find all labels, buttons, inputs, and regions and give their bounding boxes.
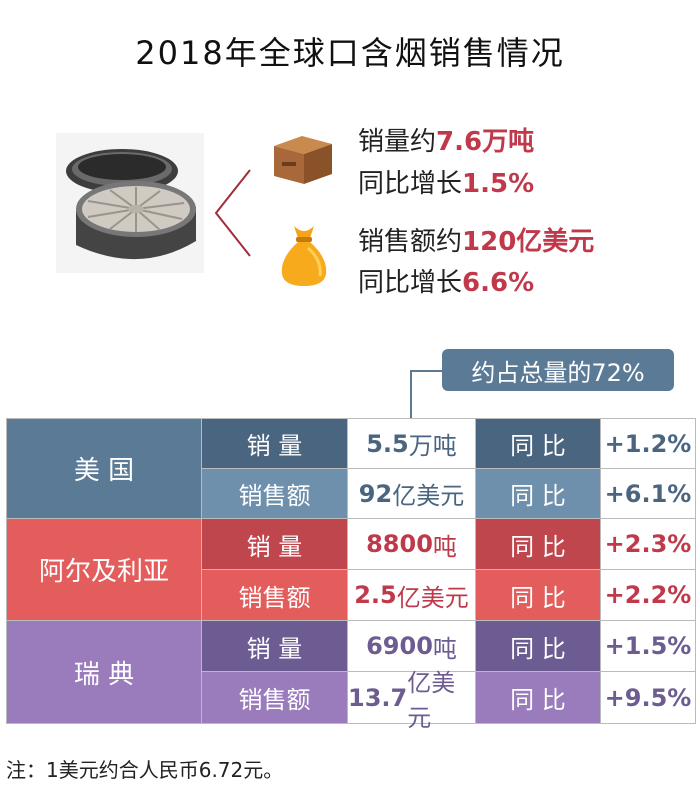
volume-growth-value: 1.5% — [462, 169, 535, 199]
usa-sales-yoy: +6.1% — [601, 469, 695, 518]
algeria-sales-value: 2.5 亿美元 — [348, 570, 475, 620]
sales-growth-label: 同比增长 — [358, 268, 463, 298]
country-table: 美 国 销 量 5.5 万吨 同 比 +1.2% 销售额 92 亿美元 同 比 +6… — [6, 418, 696, 732]
footnote: 注：1美元约合人民币6.72元。 — [6, 758, 284, 782]
algeria-volume-label: 销 量 — [202, 519, 347, 569]
volume-value: 7.6万吨 — [436, 127, 535, 157]
algeria-sales-label: 销售额 — [202, 570, 347, 620]
bracket-divider — [214, 169, 251, 257]
cardboard-box-icon — [274, 136, 332, 184]
usa-sales-value: 92 亿美元 — [348, 469, 475, 518]
country-algeria: 阿尔及利亚 — [7, 519, 201, 620]
sweden-volume-yoy-label: 同 比 — [476, 621, 600, 671]
sales-growth-value: 6.6% — [462, 268, 535, 298]
sweden-sales-value: 13.7 亿美元 — [348, 669, 475, 732]
usa-sales-yoy-label: 同 比 — [476, 469, 600, 518]
usa-volume-unit: 万吨 — [408, 432, 457, 460]
usa-sales-number: 92 — [358, 479, 393, 508]
sweden-volume-label: 销 量 — [202, 621, 347, 671]
sales-label: 销售额约 — [358, 227, 463, 257]
sweden-volume-unit: 吨 — [432, 634, 457, 663]
sweden-volume-yoy: +1.5% — [601, 621, 695, 671]
sweden-volume-number: 6900 — [366, 632, 433, 660]
algeria-volume-yoy-label: 同 比 — [476, 519, 600, 569]
volume-growth-label: 同比增长 — [358, 169, 463, 199]
callout-connector — [410, 370, 446, 430]
sales-growth-line: 同比增长6.6% — [358, 262, 534, 299]
share-callout: 约占总量的72% — [442, 349, 674, 391]
sweden-sales-label: 销售额 — [202, 672, 347, 723]
usa-volume-label: 销 量 — [202, 419, 347, 468]
country-usa: 美 国 — [7, 419, 201, 518]
page-title: 2018年全球口含烟销售情况 — [135, 34, 565, 72]
algeria-volume-unit: 吨 — [432, 532, 457, 561]
sweden-sales-number: 13.7 — [348, 683, 408, 712]
volume-label: 销量约 — [358, 127, 437, 157]
algeria-sales-number: 2.5 — [354, 581, 397, 609]
usa-volume-value: 5.5 万吨 — [348, 419, 475, 468]
algeria-volume-yoy: +2.3% — [601, 519, 695, 569]
sweden-sales-yoy: +9.5% — [601, 672, 695, 723]
usa-sales-unit: 亿美元 — [392, 482, 465, 510]
sweden-sales-yoy-label: 同 比 — [476, 672, 600, 723]
sweden-sales-unit: 亿美元 — [407, 668, 456, 732]
algeria-volume-number: 8800 — [366, 530, 433, 558]
snus-tin-image — [56, 133, 204, 273]
money-bag-icon — [281, 226, 327, 286]
usa-volume-yoy: +1.2% — [601, 419, 695, 468]
sweden-volume-value: 6900 吨 — [348, 621, 475, 671]
usa-sales-label: 销售额 — [202, 469, 347, 518]
usa-volume-yoy-label: 同 比 — [476, 419, 600, 468]
algeria-sales-yoy: +2.2% — [601, 570, 695, 620]
sales-value: 120亿美元 — [462, 227, 595, 257]
usa-volume-number: 5.5 — [366, 429, 409, 458]
algeria-sales-unit: 亿美元 — [396, 583, 469, 612]
volume-growth-line: 同比增长1.5% — [358, 163, 534, 200]
country-sweden: 瑞 典 — [7, 621, 201, 723]
sales-line: 销售额约120亿美元 — [358, 221, 594, 258]
volume-line: 销量约7.6万吨 — [358, 121, 534, 158]
algeria-volume-value: 8800 吨 — [348, 519, 475, 569]
algeria-sales-yoy-label: 同 比 — [476, 570, 600, 620]
